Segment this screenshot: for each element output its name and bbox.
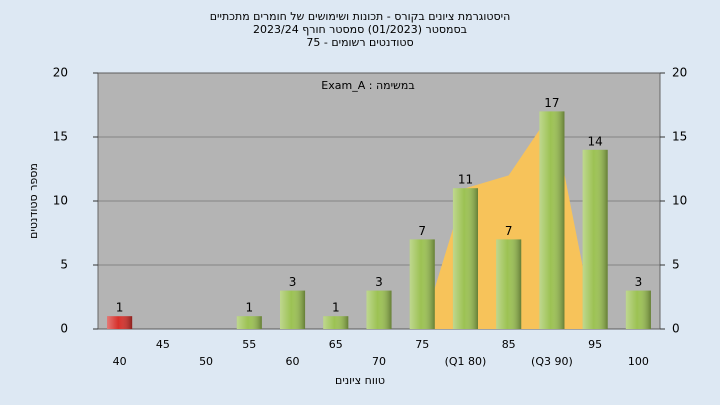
- x-axis-label: טווח ציונים: [335, 374, 385, 387]
- annotation: Exam_A : במשימה: [321, 79, 414, 92]
- chart-subtitle: בסמסטר (01/2023) סמסטר חורף 2023/24: [253, 23, 467, 36]
- value-label: 3: [635, 275, 643, 289]
- y-tick-label: 5: [60, 258, 68, 272]
- y2-tick-label: 5: [672, 258, 680, 272]
- bar-shade: [582, 149, 608, 329]
- x-tick-label: 75: [415, 338, 429, 351]
- x-tick-label: 70: [372, 355, 386, 368]
- y2-tick-label: 15: [672, 130, 687, 144]
- y-tick-label: 15: [53, 130, 68, 144]
- y2-tick-label: 20: [672, 66, 687, 80]
- chart-title: היסטוגרמת ציונים בקורס - תכונות ושימושים…: [210, 10, 511, 23]
- bar-shade: [366, 290, 392, 329]
- x-tick-label: 100: [628, 355, 649, 368]
- bar-shade: [107, 316, 133, 329]
- x-tick-label: 65: [329, 338, 343, 351]
- bar-shade: [625, 290, 651, 329]
- bar-shade: [323, 316, 349, 329]
- value-label: 17: [544, 96, 559, 110]
- chart-subtitle: סטודנטים רשומים - 75: [306, 36, 413, 49]
- bar-shade: [236, 316, 262, 329]
- bar-shade: [280, 290, 306, 329]
- x-tick-label: 45: [156, 338, 170, 351]
- value-label: 1: [332, 301, 340, 315]
- value-label: 1: [245, 301, 253, 315]
- value-label: 3: [375, 275, 383, 289]
- x-tick-label: (Q3 90): [531, 355, 573, 368]
- y-tick-label: 10: [53, 194, 68, 208]
- value-label: 14: [588, 134, 603, 148]
- value-label: 7: [418, 224, 426, 238]
- x-tick-label: 95: [588, 338, 602, 351]
- x-tick-label: 60: [286, 355, 300, 368]
- bar-shade: [496, 239, 522, 329]
- y2-tick-label: 0: [672, 322, 680, 336]
- y-axis-label: מספר סטודנטים: [27, 163, 40, 239]
- bar-shade: [539, 111, 565, 330]
- x-tick-label: 55: [242, 338, 256, 351]
- y-tick-label: 0: [60, 322, 68, 336]
- value-label: 3: [289, 275, 297, 289]
- y-tick-label: 20: [53, 66, 68, 80]
- value-label: 7: [505, 224, 513, 238]
- y2-tick-label: 10: [672, 194, 687, 208]
- x-tick-label: 40: [113, 355, 127, 368]
- value-label: 11: [458, 173, 473, 187]
- bar-shade: [452, 188, 478, 329]
- x-tick-label: 85: [502, 338, 516, 351]
- value-label: 1: [116, 301, 124, 315]
- x-tick-label: (Q1 80): [445, 355, 487, 368]
- bar-shade: [409, 239, 435, 329]
- x-tick-label: 50: [199, 355, 213, 368]
